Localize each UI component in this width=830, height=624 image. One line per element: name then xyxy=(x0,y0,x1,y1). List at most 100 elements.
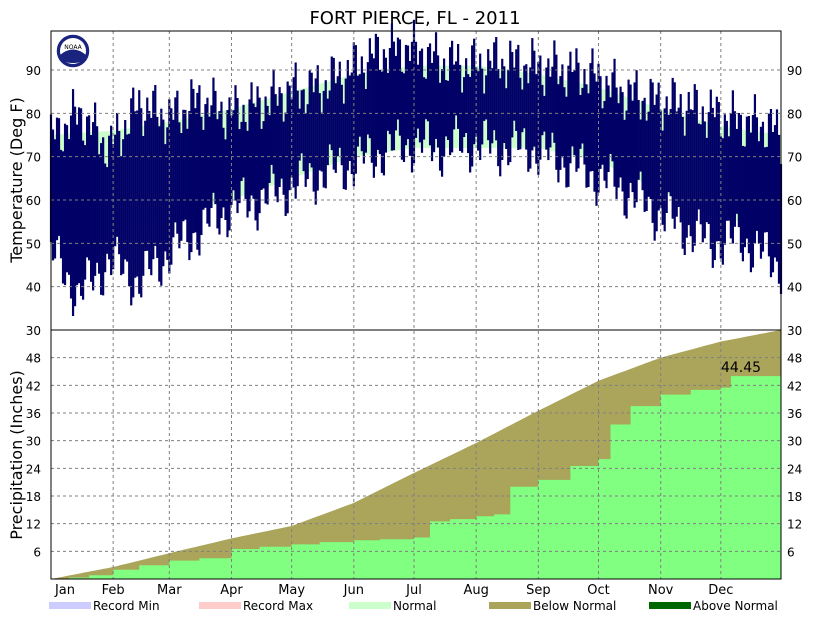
temperature-day-bar xyxy=(122,139,125,274)
temperature-day-bar xyxy=(503,66,506,143)
temperature-day-bar xyxy=(396,37,400,120)
temperature-day-bar xyxy=(559,76,562,170)
temperature-day-bar xyxy=(146,97,149,251)
temperature-day-bar xyxy=(665,96,668,213)
temperature-day-bar xyxy=(749,132,753,273)
temperature-day-bar xyxy=(677,107,680,207)
temperature-day-bar xyxy=(104,163,107,273)
temperature-day-bar xyxy=(483,93,486,121)
precipitation-tick-label-right: 36 xyxy=(787,407,802,421)
temperature-day-bar xyxy=(521,89,524,133)
precipitation-tick-label-left: 30 xyxy=(26,435,41,449)
temperature-gridlines xyxy=(51,69,781,288)
temperature-day-bar xyxy=(184,109,187,220)
temperature-day-bar xyxy=(765,146,769,233)
temperature-day-bar xyxy=(627,79,630,199)
temperature-day-bar xyxy=(116,113,119,237)
temperature-tick-label-right: 60 xyxy=(787,194,802,208)
temperature-day-bar xyxy=(683,135,686,255)
temperature-day-bar xyxy=(507,70,510,166)
temperature-day-bar xyxy=(312,92,315,192)
temperature-day-bar xyxy=(661,130,664,225)
temperature-day-bar xyxy=(168,99,171,274)
temperature-day-bar xyxy=(140,108,143,298)
precipitation-tick-label-right: 18 xyxy=(787,490,802,504)
temperature-day-bar xyxy=(547,58,550,161)
month-label: Dec xyxy=(708,583,733,598)
temperature-day-bar xyxy=(739,114,742,253)
temperature-day-bar xyxy=(164,144,167,252)
temperature-day-bar xyxy=(485,75,488,120)
temperature-day-bar xyxy=(461,92,464,153)
temperature-day-bar xyxy=(619,86,622,178)
temperature-day-bar xyxy=(567,65,570,187)
temperature-day-bar xyxy=(324,80,327,189)
temperature-day-bar xyxy=(274,94,277,197)
temperature-day-bar xyxy=(200,116,203,235)
temperature-day-bar xyxy=(124,120,127,260)
month-label: Apr xyxy=(220,583,243,598)
temperature-day-bar xyxy=(777,134,781,284)
temperature-day-bar xyxy=(378,69,381,155)
temperature-day-bar xyxy=(755,117,759,231)
temperature-day-bar xyxy=(300,90,303,154)
temperature-day-bar xyxy=(136,110,139,277)
temperature-day-bar xyxy=(212,77,215,193)
temperature-day-bar xyxy=(691,110,694,253)
month-label: Jan xyxy=(54,583,75,598)
temperature-day-bar xyxy=(727,136,730,221)
temperature-day-bar xyxy=(719,136,722,259)
temperature-day-bar xyxy=(653,104,656,241)
temperature-day-bar xyxy=(615,87,618,199)
temperature-day-bar xyxy=(605,75,608,189)
temperature-day-bar xyxy=(380,71,384,173)
temperature-day-bar xyxy=(242,104,245,178)
temperature-day-bar xyxy=(142,136,145,276)
temperature-day-bar xyxy=(176,90,179,234)
temperature-day-bar xyxy=(587,93,590,187)
temperature-day-bar xyxy=(302,89,305,172)
temperature-day-bar xyxy=(432,51,436,153)
temperature-day-bar xyxy=(206,97,209,224)
temperature-day-bar xyxy=(440,69,444,177)
temperature-day-bar xyxy=(701,106,704,243)
temperature-day-bar xyxy=(222,127,225,208)
temperature-day-bar xyxy=(416,64,420,129)
month-gridlines xyxy=(112,31,722,579)
temperature-day-bar xyxy=(481,68,484,145)
legend-swatch xyxy=(199,602,241,609)
temperature-day-bar xyxy=(505,88,508,149)
temperature-day-bar xyxy=(298,108,301,161)
precipitation-tick-label-right: 42 xyxy=(787,379,802,393)
temperature-day-bar xyxy=(308,70,311,164)
temperature-day-bar xyxy=(579,95,582,149)
precipitation-tick-label-right: 6 xyxy=(787,545,795,559)
temperature-day-bar xyxy=(108,135,111,260)
temperature-day-bar xyxy=(545,67,548,150)
temperature-day-bar xyxy=(126,134,129,262)
temperature-day-bar xyxy=(426,47,430,122)
temperature-day-bar xyxy=(156,116,159,259)
temperature-day-bar xyxy=(266,105,269,205)
temperature-day-bar xyxy=(753,94,757,244)
temperature-day-bar xyxy=(272,69,275,174)
temperature-day-bar xyxy=(663,108,666,232)
temperature-day-bar xyxy=(208,116,211,227)
panel-boundary-tick-label-right: 30 xyxy=(787,324,802,338)
temperature-day-bar xyxy=(244,121,247,199)
temperature-day-bar xyxy=(270,86,273,165)
temperature-day-bar xyxy=(557,84,560,183)
temperature-day-bar xyxy=(362,72,365,164)
precipitation-tick-label-right: 30 xyxy=(787,435,802,449)
temperature-day-bar xyxy=(525,64,528,150)
temperature-day-bar xyxy=(118,131,121,255)
temperature-day-bar xyxy=(388,48,392,135)
temperature-day-bar xyxy=(537,62,540,175)
month-label: Aug xyxy=(463,583,488,598)
precipitation-tick-label-right: 24 xyxy=(787,462,802,476)
temperature-day-bar xyxy=(629,84,632,183)
temperature-day-bar xyxy=(232,110,235,191)
temperature-tick-label-left: 50 xyxy=(26,237,41,251)
temperature-day-bar xyxy=(220,101,223,219)
